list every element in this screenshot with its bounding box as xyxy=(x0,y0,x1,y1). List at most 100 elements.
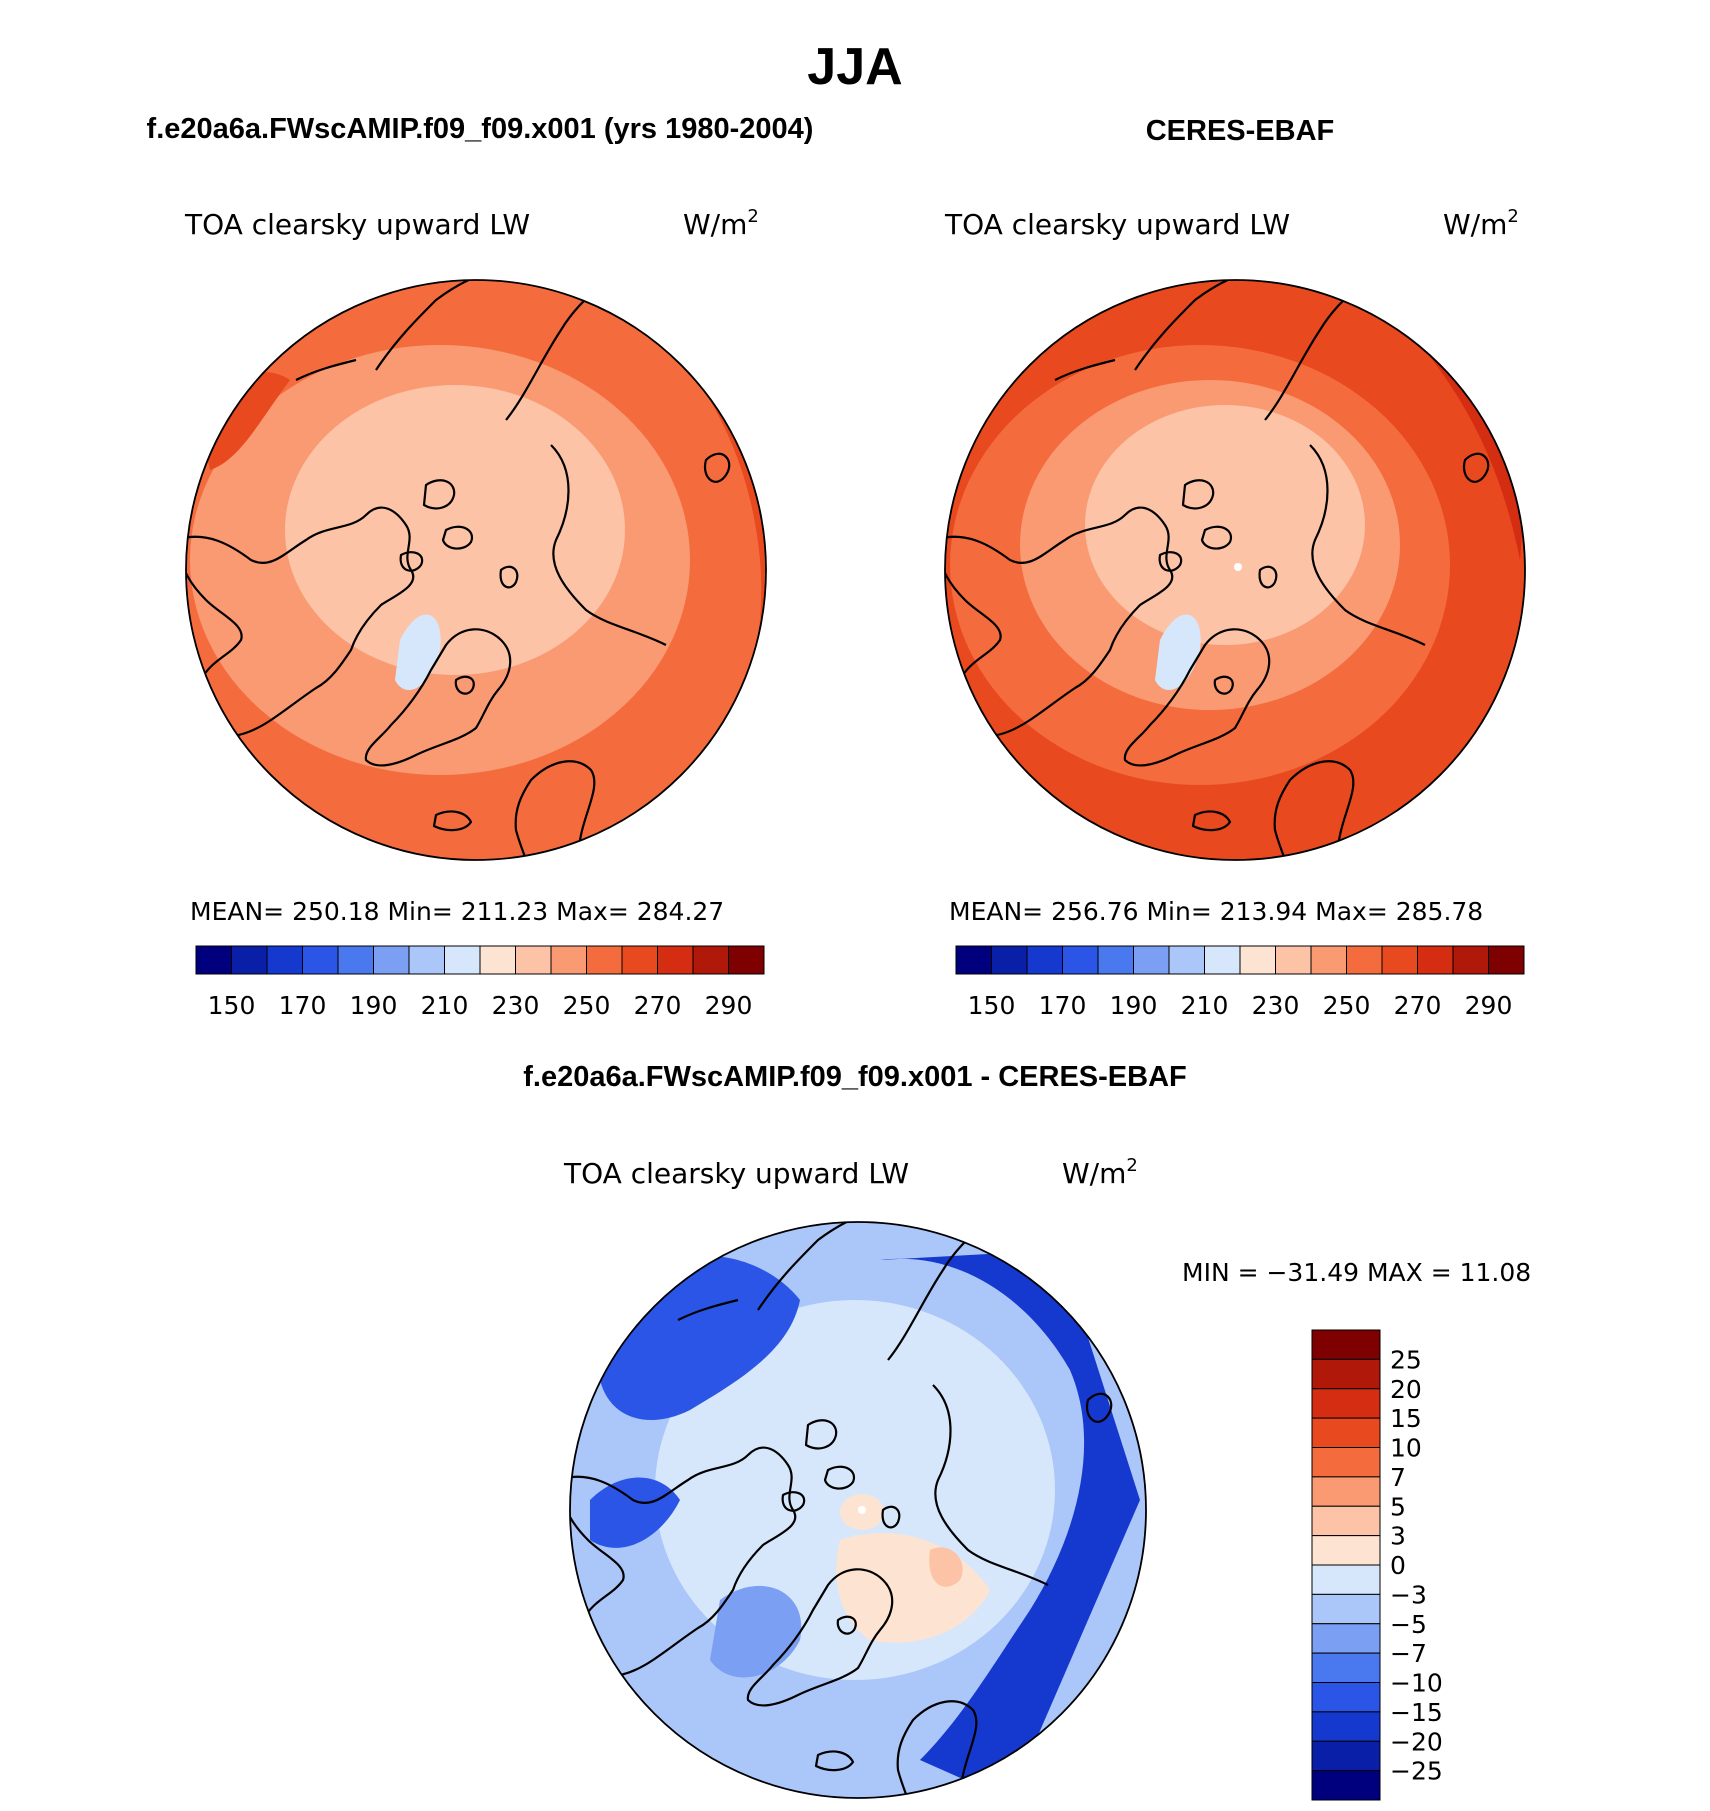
model-colorbar-bin xyxy=(515,945,552,975)
obs-colorbar-tick-label: 230 xyxy=(1252,991,1300,1020)
model-colorbar-tick-label: 210 xyxy=(421,991,469,1020)
diff-colorbar-tick-label: 5 xyxy=(1390,1492,1406,1521)
diff-colorbar-bin xyxy=(1311,1388,1381,1419)
obs-colorbar-bin xyxy=(1417,945,1454,975)
diff-colorbar-tick-label: 7 xyxy=(1390,1463,1406,1492)
diff-colorbar-bin xyxy=(1311,1740,1381,1772)
obs-colorbar-tick-label: 190 xyxy=(1110,991,1158,1020)
diff-colorbar-tick-label: −25 xyxy=(1390,1757,1443,1786)
model-units-label: W/m2 xyxy=(683,206,759,241)
diff-units-label: W/m2 xyxy=(1062,1155,1138,1190)
obs-panel-header: CERES-EBAF xyxy=(1146,115,1335,147)
obs-colorbar-bin xyxy=(955,945,992,975)
model-colorbar: 150 170 190 210 230 250 270 290 xyxy=(195,945,765,1020)
model-colorbar-tick-label: 190 xyxy=(350,991,398,1020)
obs-colorbar-bin xyxy=(1133,945,1170,975)
obs-colorbar-bin xyxy=(1168,945,1205,975)
diff-colorbar-bin xyxy=(1311,1417,1381,1448)
obs-colorbar-bin xyxy=(1488,945,1525,975)
obs-colorbar-tick-label: 170 xyxy=(1039,991,1087,1020)
diff-colorbar-tick-label: −5 xyxy=(1390,1610,1427,1639)
diff-colorbar-tick-label: 20 xyxy=(1390,1375,1422,1404)
model-colorbar-bin xyxy=(337,945,374,975)
diff-colorbar-tick-label: −3 xyxy=(1390,1580,1427,1609)
diff-colorbar-tick-label: 25 xyxy=(1390,1345,1422,1374)
model-colorbar-tick-label: 270 xyxy=(634,991,682,1020)
diff-polar-map xyxy=(569,1221,1147,1799)
diff-colorbar-tick-label: 3 xyxy=(1390,1522,1406,1551)
obs-colorbar-tick-label: 270 xyxy=(1394,991,1442,1020)
model-colorbar-bin xyxy=(373,945,410,975)
diff-colorbar-bin xyxy=(1311,1593,1381,1625)
diff-colorbar-bin xyxy=(1311,1564,1381,1595)
diff-colorbar-bin xyxy=(1311,1505,1381,1537)
model-colorbar-bin xyxy=(728,945,765,975)
model-colorbar-bin xyxy=(586,945,623,975)
obs-colorbar-tick-label: 150 xyxy=(968,991,1016,1020)
diff-colorbar-bin xyxy=(1311,1358,1381,1390)
model-colorbar-bin xyxy=(621,945,658,975)
diff-colorbar-tick-label: −20 xyxy=(1390,1727,1443,1756)
diff-colorbar-tick-label: −15 xyxy=(1390,1698,1443,1727)
obs-panel: CERES-EBAF TOA clearsky upward LW W/m2 M… xyxy=(944,115,1526,1020)
diff-colorbar-bin xyxy=(1311,1329,1381,1360)
model-colorbar-tick-label: 230 xyxy=(492,991,540,1020)
obs-variable-label: TOA clearsky upward LW xyxy=(944,208,1290,241)
obs-colorbar-bin xyxy=(1275,945,1312,975)
model-colorbar-bin xyxy=(408,945,445,975)
diff-colorbar-bin xyxy=(1311,1652,1381,1683)
model-colorbar-bin xyxy=(195,945,232,975)
diff-colorbar-bin xyxy=(1311,1447,1381,1478)
obs-polar-map xyxy=(944,279,1526,861)
diff-panel: f.e20a6a.FWscAMIP.f09_f09.x001 - CERES-E… xyxy=(523,1061,1531,1801)
model-colorbar-bin xyxy=(302,945,339,975)
diff-colorbar-bin xyxy=(1311,1535,1381,1566)
model-colorbar-bin xyxy=(550,945,587,975)
diff-colorbar-bin xyxy=(1311,1623,1381,1654)
obs-colorbar-bin xyxy=(1452,945,1489,975)
obs-colorbar-bin xyxy=(1204,945,1241,975)
diff-colorbar-bin xyxy=(1311,1476,1381,1507)
obs-colorbar-bin xyxy=(1239,945,1276,975)
model-colorbar-tick-label: 250 xyxy=(563,991,611,1020)
model-variable-label: TOA clearsky upward LW xyxy=(184,208,530,241)
diff-colorbar-bin xyxy=(1311,1682,1381,1713)
diff-colorbar-tick-label: −10 xyxy=(1390,1669,1443,1698)
model-panel-header: f.e20a6a.FWscAMIP.f09_f09.x001 (yrs 1980… xyxy=(147,113,814,145)
obs-colorbar-bin xyxy=(1346,945,1383,975)
model-colorbar-tick-label: 170 xyxy=(279,991,327,1020)
diff-panel-header: f.e20a6a.FWscAMIP.f09_f09.x001 - CERES-E… xyxy=(523,1061,1187,1093)
model-polar-map xyxy=(185,279,767,861)
obs-colorbar-bin xyxy=(1062,945,1099,975)
obs-colorbar-bin xyxy=(1026,945,1063,975)
model-colorbar-bin xyxy=(444,945,481,975)
diff-colorbar-bin xyxy=(1311,1711,1381,1742)
model-panel: f.e20a6a.FWscAMIP.f09_f09.x001 (yrs 1980… xyxy=(147,113,814,1020)
obs-stats: MEAN= 256.76 Min= 213.94 Max= 285.78 xyxy=(949,897,1483,926)
obs-colorbar: 150 170 190 210 230 250 270 290 xyxy=(955,945,1525,1020)
diff-colorbar-tick-label: 0 xyxy=(1390,1551,1406,1580)
model-colorbar-bin xyxy=(231,945,268,975)
diff-colorbar-tick-label: 10 xyxy=(1390,1434,1422,1463)
model-colorbar-bin xyxy=(479,945,516,975)
figure-title: JJA xyxy=(807,38,902,96)
obs-units-label: W/m2 xyxy=(1443,206,1519,241)
diff-colorbar-tick-label: −7 xyxy=(1390,1639,1427,1668)
obs-colorbar-bin xyxy=(1097,945,1134,975)
obs-colorbar-tick-label: 210 xyxy=(1181,991,1229,1020)
diff-variable-label: TOA clearsky upward LW xyxy=(563,1157,909,1190)
model-colorbar-bin xyxy=(692,945,729,975)
obs-colorbar-tick-label: 250 xyxy=(1323,991,1371,1020)
obs-colorbar-tick-label: 290 xyxy=(1465,991,1513,1020)
obs-colorbar-bin xyxy=(1310,945,1347,975)
obs-colorbar-bin xyxy=(991,945,1028,975)
model-colorbar-bin xyxy=(657,945,694,975)
obs-colorbar-bin xyxy=(1381,945,1418,975)
model-colorbar-bin xyxy=(266,945,303,975)
model-colorbar-tick-label: 150 xyxy=(208,991,256,1020)
diff-colorbar-tick-label: 15 xyxy=(1390,1404,1422,1433)
model-stats: MEAN= 250.18 Min= 211.23 Max= 284.27 xyxy=(190,897,724,926)
diff-stats: MIN = −31.49 MAX = 11.08 xyxy=(1182,1258,1531,1287)
